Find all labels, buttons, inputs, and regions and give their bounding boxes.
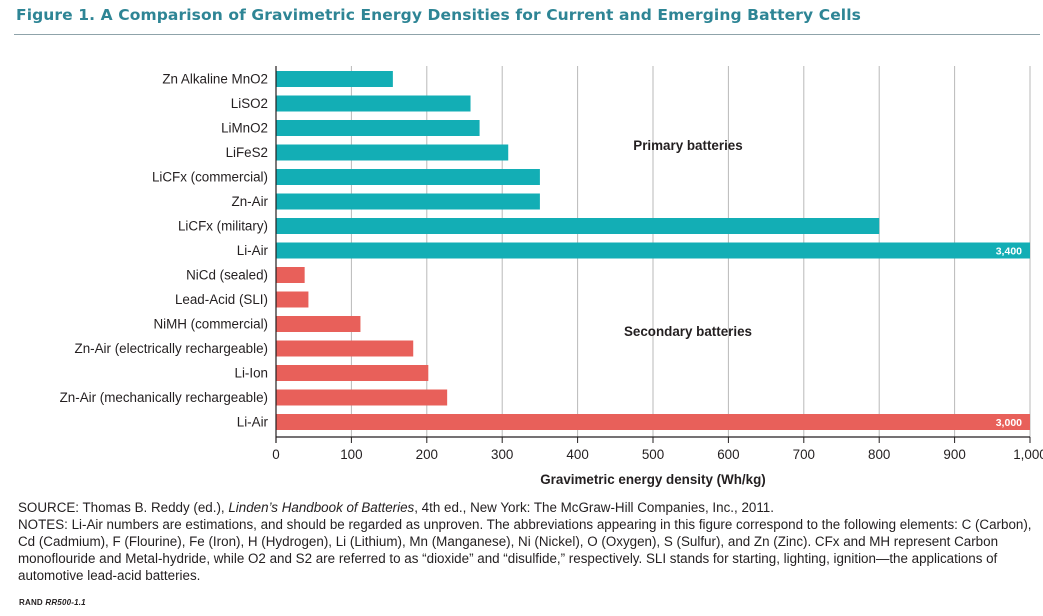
bar-secondary-batteries-nicd-sealed [276, 267, 305, 283]
category-label-li-ion: Li-Ion [235, 366, 269, 381]
bar-primary-batteries-zn-alkaline-mno2 [276, 71, 393, 87]
x-tick-label-500: 500 [642, 447, 664, 462]
source-line: SOURCE: Thomas B. Reddy (ed.), Linden’s … [18, 499, 1033, 516]
figure-notes: SOURCE: Thomas B. Reddy (ed.), Linden’s … [18, 499, 1033, 584]
source-suffix: , 4th ed., New York: The McGraw-Hill Com… [414, 500, 774, 515]
bar-secondary-batteries-li-air [276, 414, 1030, 430]
notes-text: NOTES: Li-Air numbers are estimations, a… [18, 517, 1032, 583]
x-tick-label-200: 200 [416, 447, 438, 462]
category-label-liso2: LiSO2 [231, 96, 268, 111]
x-tick-label-600: 600 [717, 447, 739, 462]
bar-primary-batteries-licfx-commercial [276, 169, 540, 185]
x-tick-label-100: 100 [340, 447, 362, 462]
category-label-zn-air: Zn-Air [232, 194, 269, 209]
bar-primary-batteries-licfx-military [276, 218, 880, 234]
category-label-nimh-commercial: NiMH (commercial) [153, 317, 268, 332]
source-book-title: Linden’s Handbook of Batteries [228, 500, 415, 515]
bar-primary-batteries-limno2 [276, 120, 480, 136]
bar-primary-batteries-liso2 [276, 95, 471, 112]
category-label-zn-air-mechanically-rechargeable: Zn-Air (mechanically rechargeable) [60, 390, 268, 405]
bar-secondary-batteries-nimh-commercial [276, 316, 361, 332]
category-label-lifes2: LiFeS2 [226, 145, 268, 160]
rand-id-number: RR500-1.1 [45, 598, 86, 607]
data-label-secondary-batteries-li-air: 3,000 [996, 417, 1022, 429]
category-label-limno2: LiMnO2 [221, 121, 268, 136]
x-tick-label-300: 300 [491, 447, 513, 462]
bar-secondary-batteries-zn-air-mechanically-rechargeable [276, 389, 448, 406]
category-label-li-air: Li-Air [237, 415, 269, 430]
bar-secondary-batteries-lead-acid-sli [276, 291, 309, 308]
bar-primary-batteries-li-air [276, 242, 1030, 259]
title-divider [14, 34, 1040, 35]
category-label-licfx-military: LiCFx (military) [178, 219, 268, 234]
x-tick-label-400: 400 [566, 447, 588, 462]
x-tick-label-700: 700 [793, 447, 815, 462]
rand-report-id: RAND RR500-1.1 [19, 598, 86, 607]
bar-chart: Zn Alkaline MnO2 LiSO2 LiMnO2 LiFeS2 LiCFx (… [60, 66, 1043, 487]
bar-primary-batteries-lifes2 [276, 144, 509, 161]
bar-primary-batteries-zn-air [276, 193, 540, 210]
data-label-primary-batteries-li-air: 3,400 [996, 246, 1022, 258]
figure-title: Figure 1. A Comparison of Gravimetric En… [16, 6, 861, 24]
category-label-nicd-sealed: NiCd (sealed) [186, 268, 268, 283]
series-annotation-secondary-batteries: Secondary batteries [624, 324, 752, 339]
x-tick-label-900: 900 [943, 447, 965, 462]
x-axis-title: Gravimetric energy density (Wh/kg) [540, 472, 765, 487]
category-label-lead-acid-sli: Lead-Acid (SLI) [175, 292, 268, 307]
bar-secondary-batteries-li-ion [276, 365, 429, 381]
category-label-zn-air-electrically-rechargeable: Zn-Air (electrically rechargeable) [75, 341, 268, 356]
rand-id-prefix: RAND [19, 598, 46, 607]
source-prefix: SOURCE: Thomas B. Reddy (ed.), [18, 500, 229, 515]
category-label-li-air: Li-Air [237, 243, 269, 258]
series-annotation-primary-batteries: Primary batteries [633, 138, 742, 153]
x-tick-label-1000: 1,000 [1013, 447, 1043, 462]
category-label-licfx-commercial: LiCFx (commercial) [152, 170, 268, 185]
x-tick-label-800: 800 [868, 447, 890, 462]
x-tick-label-0: 0 [272, 447, 279, 462]
bar-secondary-batteries-zn-air-electrically-rechargeable [276, 340, 414, 357]
category-label-zn-alkaline-mno2: Zn Alkaline MnO2 [162, 72, 268, 87]
